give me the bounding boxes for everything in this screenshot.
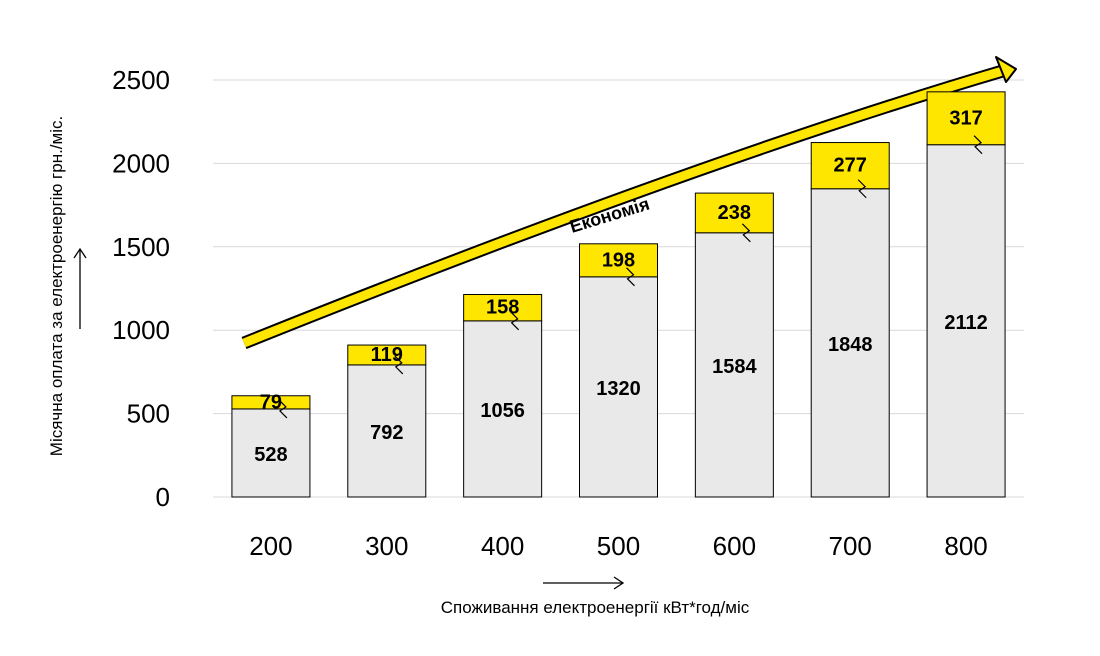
bar-savings-label: 277	[834, 155, 867, 177]
bar-savings	[579, 243, 658, 278]
y-axis-title: Місячна оплата за електроенергію грн./мі…	[47, 116, 66, 456]
segment-break-mark	[973, 135, 983, 155]
bar-savings-label: 317	[949, 107, 982, 129]
segment-break-mark	[741, 223, 751, 243]
bar-cost	[231, 408, 311, 498]
segment-break-mark	[278, 399, 288, 419]
y-tick-label: 2000	[112, 148, 170, 178]
y-tick-label: 0	[156, 482, 170, 512]
bar-savings	[347, 344, 427, 366]
bar-savings-label: 119	[371, 344, 403, 366]
bar-cost-label: 1848	[828, 334, 873, 356]
y-tick-label: 1500	[112, 232, 170, 262]
y-axis-ticks: 0 500 1000 1500 2000 2500	[112, 65, 170, 512]
x-tick-label: 800	[944, 531, 987, 561]
bar-cost-label: 792	[370, 422, 403, 444]
y-tick-label: 2500	[112, 65, 170, 95]
x-tick-label: 400	[481, 531, 524, 561]
segment-break-mark	[394, 355, 404, 375]
x-axis-title: Споживання електроенергії кВт*год/міс	[441, 598, 750, 617]
bar-cost	[347, 364, 427, 498]
y-tick-label: 500	[127, 399, 170, 429]
bar-savings	[231, 395, 311, 410]
bar-savings-label: 238	[718, 202, 751, 224]
x-tick-label: 600	[713, 531, 756, 561]
bar-cost	[579, 276, 658, 498]
savings-arrowhead	[995, 56, 1017, 83]
x-tick-label: 500	[597, 531, 640, 561]
savings-arrow-fill	[242, 65, 1008, 348]
bar-savings-label: 198	[602, 249, 635, 271]
bar-cost-label: 528	[254, 444, 287, 466]
y-tick-label: 1000	[112, 315, 170, 345]
bar-cost-label: 1056	[480, 400, 525, 422]
segment-break-mark	[857, 179, 867, 199]
bar-savings	[463, 294, 543, 322]
y-axis-direction-arrow	[73, 247, 87, 329]
x-tick-label: 200	[249, 531, 292, 561]
bar-cost-label: 2112	[944, 312, 987, 334]
bar-savings	[810, 142, 890, 190]
bar-savings-label: 79	[260, 391, 282, 413]
x-tick-label: 700	[829, 531, 872, 561]
bar-savings	[926, 91, 1006, 146]
bar-cost	[926, 144, 1006, 498]
bar-cost-label: 1320	[596, 378, 641, 400]
segment-break-mark	[626, 267, 635, 287]
bar-savings	[694, 192, 774, 234]
x-axis-ticks: 200 300 400 500 600 700 800	[249, 531, 988, 561]
bars: 528 79 792 119 1056 158 1320 198 1584 238 1848 277 2…	[231, 91, 1006, 498]
bar-savings-label: 158	[486, 297, 519, 319]
bar-cost-label: 1584	[712, 356, 757, 378]
x-tick-label: 300	[365, 531, 408, 561]
bar-cost	[694, 232, 774, 498]
segment-break-mark	[510, 311, 520, 331]
x-axis-direction-arrow	[543, 576, 625, 590]
bar-cost	[810, 188, 890, 498]
bar-cost	[463, 320, 543, 498]
